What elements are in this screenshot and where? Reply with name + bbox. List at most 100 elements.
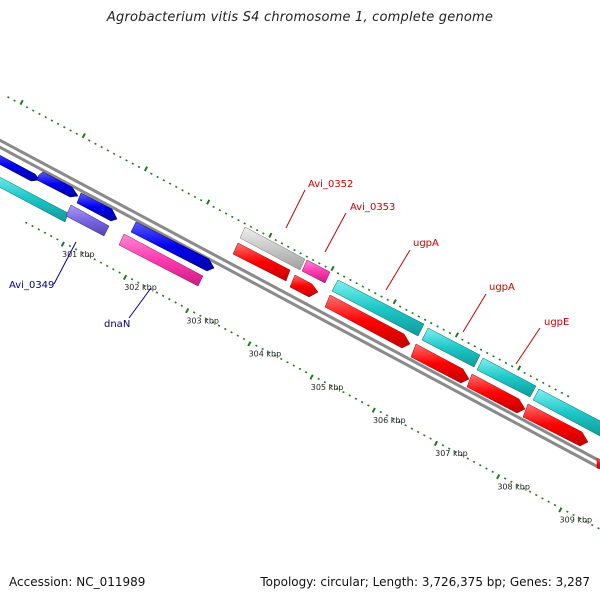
gene-label-avi0349[interactable]: Avi_0349: [9, 280, 54, 291]
ring-minor-tick: [336, 272, 340, 275]
ring-minor-tick: [380, 295, 383, 298]
scale-minor-tick: [454, 450, 457, 454]
gene-label-avi0352[interactable]: Avi_0352: [308, 179, 353, 190]
scale-minor-tick: [547, 500, 550, 503]
scale-minor-tick: [503, 477, 507, 480]
gene-label-dnaN[interactable]: dnaN: [104, 319, 130, 330]
scale-minor-tick: [43, 231, 47, 234]
scale-minor-tick: [280, 357, 283, 361]
scale-minor-tick: [522, 487, 526, 490]
ring-minor-tick: [479, 348, 483, 351]
scale-minor-tick: [168, 297, 171, 301]
ring-minor-tick: [100, 145, 103, 149]
scale-minor-tick: [410, 427, 414, 430]
gene-label-ugpA[interactable]: ugpA: [413, 238, 439, 249]
ring-minor-tick: [498, 358, 501, 361]
scale-minor-tick: [385, 414, 389, 417]
scale-tick-label: 308 kbp: [497, 482, 530, 491]
scale-minor-tick: [516, 483, 519, 487]
ring-minor-tick: [106, 149, 110, 152]
scale-minor-tick: [404, 424, 407, 427]
ring-minor-tick: [411, 311, 414, 315]
scale-minor-tick: [174, 301, 177, 304]
scale-minor-tick: [267, 351, 271, 354]
scale-minor-tick: [217, 324, 221, 327]
gene-arrow-cyan-ugpA[interactable]: [331, 279, 425, 337]
gene-label-ugpE[interactable]: ugpE: [544, 317, 569, 328]
gene-label-avi0353[interactable]: Avi_0353: [350, 202, 395, 213]
ring-minor-tick: [342, 275, 346, 278]
scale-minor-tick: [597, 527, 600, 530]
gene-arrow-cyan[interactable]: [532, 388, 600, 437]
scale-minor-tick: [81, 251, 84, 254]
gene-arrow-red[interactable]: [324, 294, 411, 349]
gene-arrow-red[interactable]: [232, 242, 291, 282]
gene-arrow-purple-avi0349[interactable]: [65, 204, 110, 237]
ring-minor-tick: [162, 179, 166, 182]
scale-minor-tick: [136, 281, 140, 284]
ring-minor-tick: [566, 394, 570, 398]
scale-minor-tick: [74, 248, 78, 251]
ring-major-tick: [268, 232, 273, 238]
scale-tick-label: 302 kbp: [124, 283, 157, 292]
gene-arrow-blue-dnaN[interactable]: [130, 221, 215, 272]
scale-minor-tick: [155, 291, 159, 294]
ring-minor-tick: [231, 215, 234, 219]
gene-arrow-magenta-dnaN[interactable]: [118, 233, 204, 287]
ring-minor-tick: [417, 315, 421, 318]
gene-label-leaders: [53, 189, 541, 365]
ring-minor-tick: [423, 318, 427, 321]
ring-minor-tick: [492, 355, 495, 358]
gene-arrow-blue[interactable]: [0, 150, 41, 182]
ring-minor-tick: [355, 282, 358, 285]
scale-major-tick: [371, 407, 376, 413]
scale-minor-tick: [112, 268, 115, 271]
ring-minor-tick: [430, 321, 433, 325]
ring-minor-tick: [13, 99, 16, 102]
scale-minor-tick: [224, 327, 227, 331]
scale-ring: 301 kbp 302 kbp 303 kbp 304 kbp 305 kbp 306 k…: [25, 221, 600, 530]
ring-major-tick: [206, 199, 211, 205]
scale-minor-tick: [360, 400, 364, 404]
scale-tick-label: 301 kbp: [62, 250, 95, 259]
scale-minor-tick: [466, 457, 470, 460]
gene-label-ugpA[interactable]: ugpA: [489, 282, 515, 293]
gene-arrow-red[interactable]: [410, 343, 470, 384]
gene-arrow-magenta-avi0353[interactable]: [301, 259, 331, 284]
scale-minor-tick: [541, 497, 544, 500]
ring-minor-tick: [529, 375, 533, 378]
ring-minor-tick: [367, 288, 371, 292]
scale-major-tick: [60, 241, 65, 247]
scale-minor-tick: [429, 437, 432, 440]
scale-minor-tick: [553, 503, 557, 507]
scale-minor-tick: [68, 244, 72, 248]
scale-minor-tick: [578, 517, 582, 520]
gene-arrow-cyan[interactable]: [0, 172, 69, 223]
gene-arrow-blue[interactable]: [36, 171, 79, 198]
gene-arrow-red[interactable]: [522, 403, 589, 447]
genome-summary-label: Topology: circular; Length: 3,726,375 bp…: [260, 575, 590, 589]
gene-arrow-cyan-ugpA[interactable]: [421, 327, 481, 368]
gene-arrow-red[interactable]: [596, 457, 600, 470]
gene-arrow-cyan-ugpE[interactable]: [476, 357, 537, 398]
scale-minor-tick: [391, 417, 395, 420]
ring-minor-tick: [150, 172, 153, 175]
genome-backbone-inner: [0, 145, 600, 470]
scale-minor-tick: [273, 354, 277, 357]
ring-minor-tick: [436, 325, 439, 328]
scale-minor-tick: [348, 394, 351, 397]
ring-minor-tick: [467, 341, 470, 345]
ring-minor-tick: [324, 265, 327, 268]
ring-minor-tick: [237, 218, 240, 222]
scale-minor-tick: [447, 447, 451, 450]
scale-minor-tick: [118, 271, 121, 274]
gene-arrow-blue[interactable]: [76, 192, 118, 222]
gene-arrow-red[interactable]: [289, 274, 319, 298]
ring-minor-tick: [293, 248, 296, 252]
accession-label: Accession: NC_011989: [9, 575, 146, 589]
scale-minor-tick: [329, 384, 333, 387]
ring-minor-tick: [38, 112, 41, 116]
gene-arrow-grey-avi0352[interactable]: [239, 226, 306, 271]
gene-arrow-red[interactable]: [466, 373, 526, 414]
